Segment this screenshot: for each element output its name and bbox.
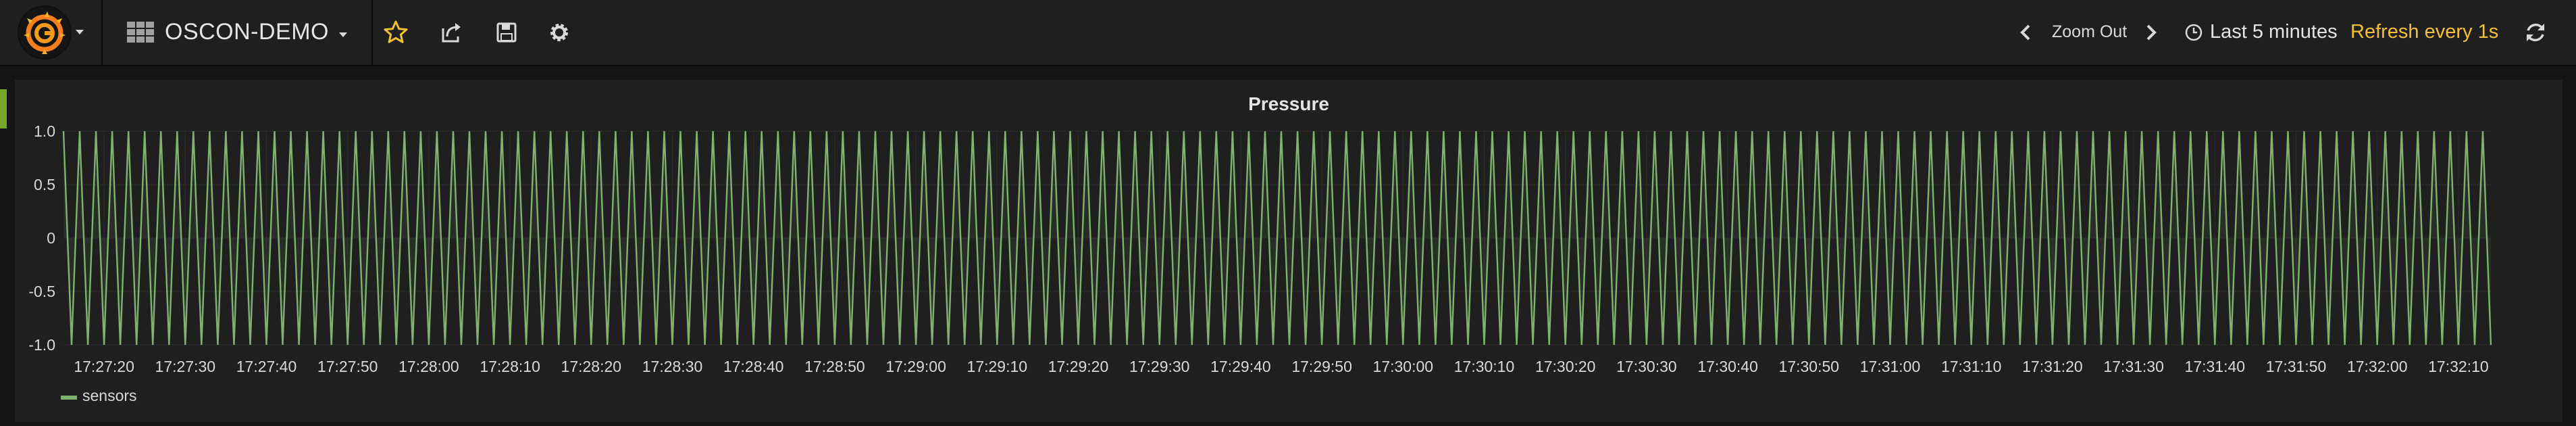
pressure-chart: 1.0 0.5 0 -0.5 -1.0 17:27:20 17:27:30 17:27:40 1… — [28, 122, 2492, 375]
graph-panel: Pressure 1.0 0.5 0 -0.5 -1.0 17:27:20 17:27:30… — [15, 80, 2562, 422]
clock-icon — [2184, 23, 2203, 42]
dashboard-picker[interactable]: OSCON-DEMO — [103, 0, 373, 65]
x-tick-label: 17:29:10 — [967, 358, 1028, 375]
legend-swatch-sensors — [61, 396, 77, 400]
x-tick-label: 17:32:10 — [2428, 358, 2489, 375]
logo-menu-button[interactable] — [0, 0, 103, 65]
x-tick-label: 17:28:30 — [642, 358, 703, 375]
x-tick-label: 17:30:50 — [1779, 358, 1840, 375]
y-tick-label: -0.5 — [28, 283, 55, 300]
caret-down-icon — [339, 32, 347, 37]
zoom-out-button[interactable]: Zoom Out — [2052, 22, 2128, 41]
x-tick-label: 17:27:20 — [74, 358, 134, 375]
x-tick-label: 17:30:00 — [1373, 358, 1434, 375]
x-tick-label: 17:30:20 — [1535, 358, 1596, 375]
dashboard-grid-icon — [127, 22, 154, 43]
x-tick-label: 17:30:10 — [1454, 358, 1515, 375]
x-tick-label: 17:32:00 — [2347, 358, 2408, 375]
y-tick-label: -1.0 — [28, 336, 55, 354]
x-tick-label: 17:31:10 — [1941, 358, 2002, 375]
save-icon[interactable] — [493, 19, 520, 46]
x-tick-label: 17:29:30 — [1129, 358, 1190, 375]
x-tick-label: 17:28:00 — [398, 358, 459, 375]
x-tick-label: 17:31:50 — [2266, 358, 2327, 375]
time-range-picker[interactable]: Last 5 minutes — [2210, 21, 2338, 43]
x-tick-label: 17:31:40 — [2185, 358, 2246, 375]
x-tick-label: 17:29:00 — [885, 358, 946, 375]
x-tick-label: 17:28:20 — [561, 358, 622, 375]
top-navbar: OSCON-DEMO Zoom Out Last 5 minutes Refre… — [0, 0, 2576, 66]
y-tick-label: 0.5 — [34, 176, 55, 193]
x-tick-label: 17:31:30 — [2103, 358, 2164, 375]
x-tick-label: 17:30:30 — [1616, 358, 1677, 375]
x-tick-label: 17:29:50 — [1291, 358, 1352, 375]
x-tick-label: 17:28:10 — [480, 358, 540, 375]
x-tick-label: 17:27:30 — [155, 358, 216, 375]
chevron-right-icon[interactable] — [2141, 19, 2161, 46]
x-tick-label: 17:27:40 — [236, 358, 297, 375]
x-tick-label: 17:27:50 — [317, 358, 378, 375]
star-icon[interactable] — [382, 19, 409, 46]
refresh-icon[interactable] — [2522, 19, 2549, 46]
x-tick-label: 17:28:50 — [804, 358, 865, 375]
caret-down-icon — [76, 30, 84, 34]
y-tick-label: 0 — [47, 229, 55, 247]
series-line-sensors — [62, 131, 2492, 346]
gear-icon[interactable] — [546, 19, 573, 46]
panel-title[interactable]: Pressure — [1248, 93, 1329, 114]
x-tick-label: 17:31:00 — [1860, 358, 1921, 375]
row-collapse-handle[interactable] — [0, 89, 7, 128]
dashboard-title[interactable]: OSCON-DEMO — [165, 19, 329, 45]
x-tick-label: 17:28:40 — [723, 358, 784, 375]
x-tick-label: 17:31:20 — [2022, 358, 2083, 375]
x-tick-label: 17:29:20 — [1048, 358, 1109, 375]
share-icon[interactable] — [438, 19, 465, 46]
chevron-left-icon[interactable] — [2015, 19, 2036, 46]
x-tick-label: 17:30:40 — [1697, 358, 1758, 375]
legend-item-sensors[interactable]: sensors — [82, 387, 137, 404]
grafana-logo-icon — [18, 5, 72, 60]
refresh-interval[interactable]: Refresh every 1s — [2350, 21, 2499, 43]
y-tick-label: 1.0 — [34, 122, 55, 140]
x-tick-label: 17:29:40 — [1210, 358, 1271, 375]
